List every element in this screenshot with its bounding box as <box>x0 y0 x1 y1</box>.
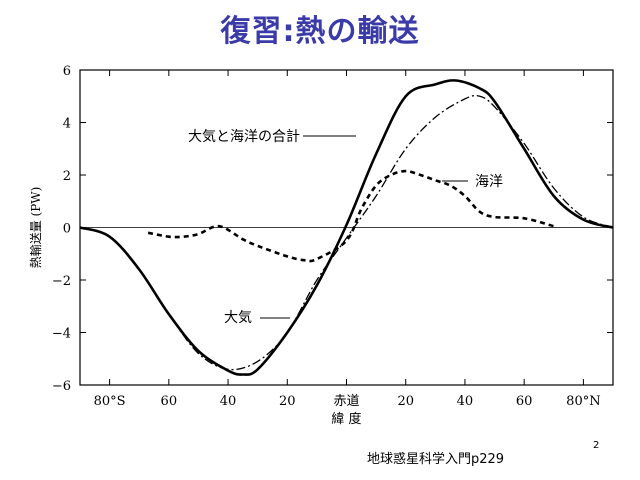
label-ocean: 海洋 <box>475 174 503 190</box>
series-line-dashdot <box>79 94 614 371</box>
x-tick-label: 20 <box>279 394 296 409</box>
series-line-solid <box>79 79 614 376</box>
x-tick-label: 20 <box>397 394 414 409</box>
x-tick-label: 40 <box>220 394 237 409</box>
source-citation: 地球惑星科学入門p229 <box>367 452 505 467</box>
label-total: 大気と海洋の合計 <box>188 129 300 145</box>
axis-ticks: −6 −4 −2 0 2 4 6 80°S 60 40 20 赤道 20 40 60 80°N <box>52 64 613 409</box>
series-line-dashed <box>147 169 555 263</box>
slide-title: 復習:熱の輸送 <box>220 14 420 49</box>
page-number: 2 <box>593 440 600 451</box>
y-tick-label: −4 <box>52 327 71 342</box>
y-tick-label: 2 <box>63 169 71 184</box>
x-tick-label: 60 <box>516 394 533 409</box>
y-tick-label: −2 <box>52 274 71 289</box>
y-tick-label: −6 <box>52 379 71 394</box>
y-tick-label: 4 <box>63 117 71 132</box>
series-layer <box>79 79 614 376</box>
x-tick-label: 60 <box>161 394 178 409</box>
x-tick-label: 40 <box>457 394 474 409</box>
y-tick-label: 6 <box>63 64 71 79</box>
x-tick-label: 80°S <box>94 394 126 409</box>
label-atmosphere: 大気 <box>224 310 252 326</box>
y-tick-label: 0 <box>63 222 71 237</box>
x-tick-label: 80°N <box>566 394 600 409</box>
y-axis-label: 熱輸送量 (PW) <box>28 187 43 269</box>
x-tick-label: 赤道 <box>333 394 359 409</box>
x-axis-label: 緯 度 <box>331 411 361 427</box>
